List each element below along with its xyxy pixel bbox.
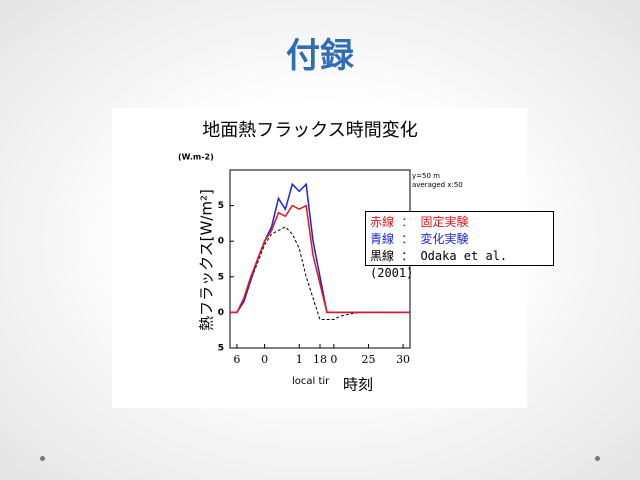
y-tick-label: 5	[218, 344, 224, 354]
y-tick-label: 0	[218, 308, 224, 318]
annotation: y=50 m	[412, 172, 440, 180]
decoration-dot	[595, 456, 600, 461]
x-tick-label: 0	[261, 353, 268, 366]
legend: 赤線 ： 固定実験 青線 ： 変化実験黒線 ： Odaka et al.(2001…	[365, 211, 554, 280]
annotation: averaged x:50	[412, 181, 463, 189]
x-tick-label: 18	[313, 353, 327, 366]
x-tick-label: 6	[233, 353, 240, 366]
legend-entry: 赤線 ： 固定実験	[370, 215, 469, 229]
y-tick-label: 0	[218, 237, 224, 247]
series-line	[230, 226, 410, 321]
chart-title: 地面熱フラックス時間変化	[202, 120, 417, 141]
x-axis-label-overlay: 時刻	[343, 376, 373, 394]
y-axis-label: 熱フラックス[W/m²]	[198, 189, 216, 331]
y-tick-label: 5	[218, 201, 224, 211]
x-axis-label: local tir	[292, 376, 330, 387]
x-tick-label: 25	[361, 353, 375, 366]
decoration-dot	[40, 456, 45, 461]
x-tick-label: 1	[296, 353, 303, 366]
x-tick-label: 0	[330, 353, 337, 366]
legend-entry: 青線 ： 変化実験	[370, 232, 469, 246]
legend-entry: 黒線 ： Odaka et al.(2001)	[370, 249, 508, 280]
unit-label: (W.m-2)	[178, 153, 214, 162]
x-tick-label: 30	[396, 353, 410, 366]
series-line	[230, 204, 410, 314]
slide-title: 付録	[286, 36, 354, 76]
y-tick-label: 5	[218, 272, 224, 282]
